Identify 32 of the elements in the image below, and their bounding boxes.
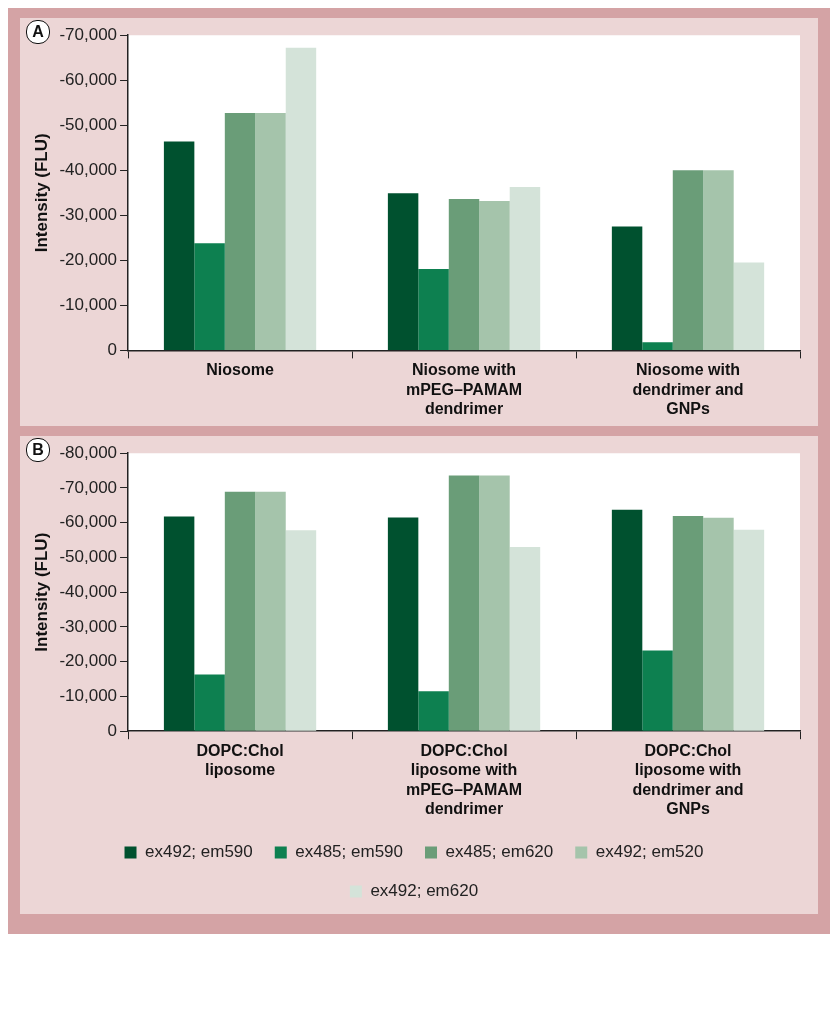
legend-label: ex492; em590 — [145, 842, 253, 862]
text: B — [26, 438, 50, 462]
y-tick-label: -10,000 — [59, 295, 118, 315]
y-tick-label: -30,000 — [59, 205, 118, 224]
x-tick-label: DOPC:Chol liposome with mPEG–PAMAM dendrimer — [405, 742, 523, 817]
y-tick-label: -40,000 — [59, 581, 118, 601]
legend-label: ex485; em620 — [445, 842, 554, 862]
y-tick-label: -70,000 — [59, 477, 118, 497]
y-tick-label: -50,000 — [59, 547, 118, 567]
legend-label: ex485; em590 — [295, 842, 404, 862]
x-tick-label: DOPC:Chol liposome — [196, 742, 284, 779]
y-tick-label: -30,000 — [59, 616, 118, 636]
y-tick-label: -60,000 — [59, 69, 118, 89]
y-tick-label: -80,000 — [59, 442, 118, 462]
legend-label: ex492; em520 — [595, 842, 704, 862]
text: A — [26, 20, 50, 44]
legend-label: ex492; em620 — [370, 881, 479, 901]
y-tick-label: 0 — [107, 340, 118, 360]
y-axis-title: Intensity (FLU) — [31, 133, 51, 253]
x-tick-label: DOPC:Chol liposome with dendrimer and GNPs — [632, 742, 744, 817]
y-tick-label: -20,000 — [59, 250, 118, 270]
y-tick-label: -10,000 — [59, 686, 118, 706]
x-tick-label: Niosome with mPEG–PAMAM dendrimer — [405, 361, 523, 417]
y-tick-label: -50,000 — [59, 114, 118, 134]
y-tick-label: -20,000 — [59, 651, 118, 671]
y-tick-label: -40,000 — [59, 159, 118, 179]
x-tick-label: Niosome with dendrimer and GNPs — [632, 361, 744, 417]
y-tick-label: -70,000 — [59, 24, 118, 44]
y-tick-label: -60,000 — [59, 512, 118, 532]
y-axis-title: Intensity (FLU) — [31, 532, 51, 652]
y-tick-label: 0 — [107, 720, 118, 740]
x-tick-label: Niosome — [206, 361, 274, 379]
